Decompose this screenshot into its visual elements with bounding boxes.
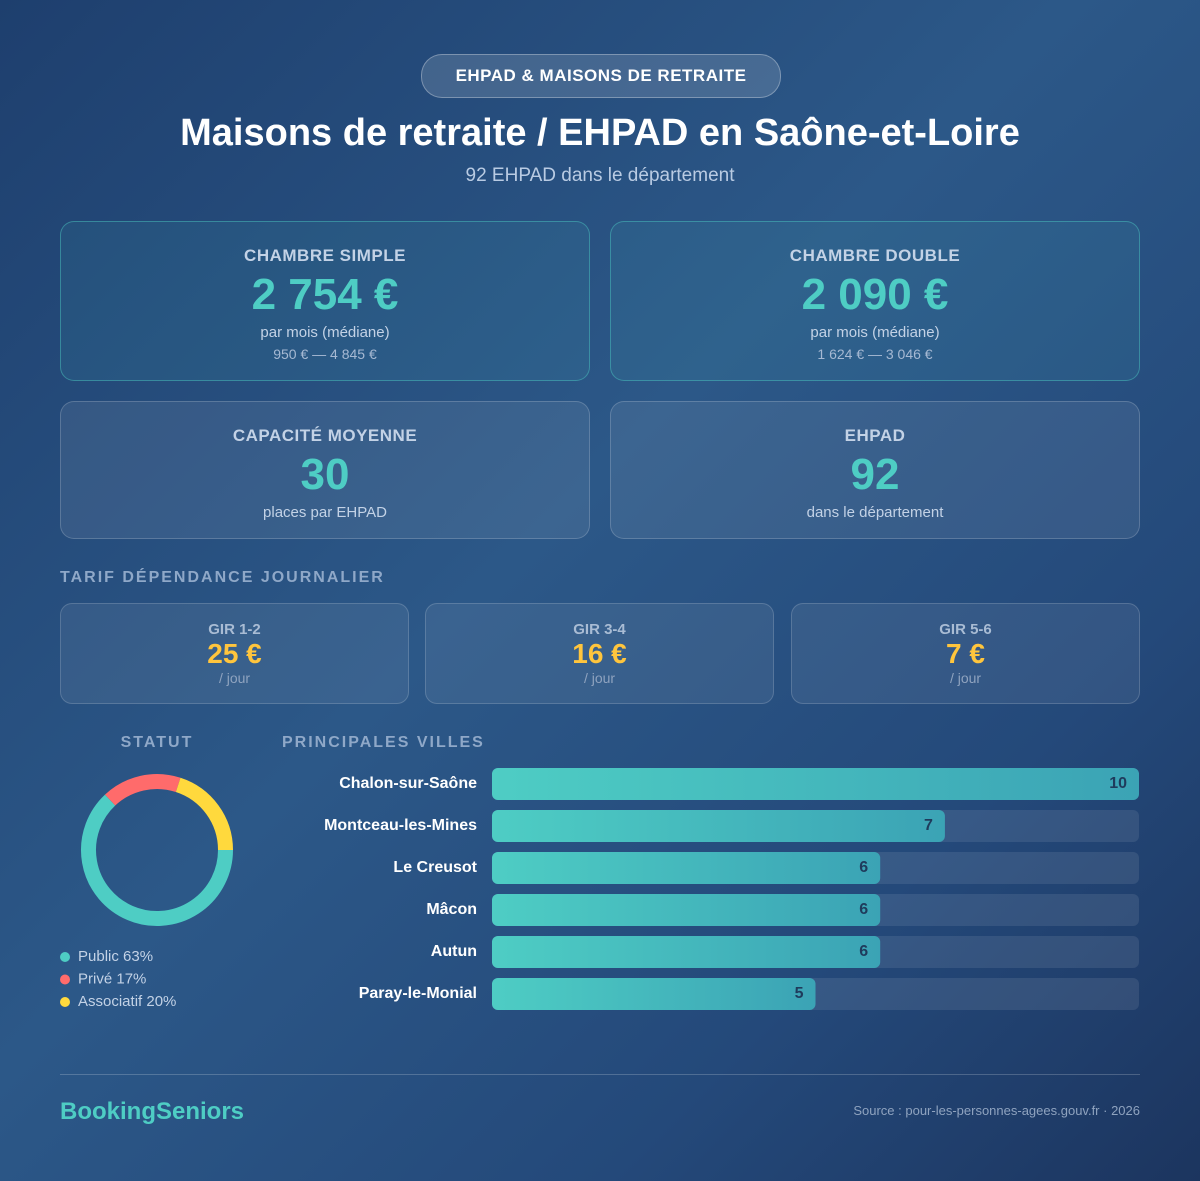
donut-segment (81, 794, 233, 926)
stat-card: EHPAD 92 dans le département (610, 401, 1140, 539)
card-value: 2 754 € (251, 270, 399, 319)
bar (492, 936, 881, 968)
bar-category: Mâcon (426, 901, 477, 918)
chart-title: STATUT (121, 734, 194, 751)
card-label: CAPACITÉ MOYENNE (232, 426, 418, 445)
bar-category: Autun (431, 943, 477, 960)
legend-dot (60, 997, 70, 1007)
legend-entry: Associatif 20% (78, 993, 176, 1010)
gir-label: GIR 5-6 (939, 621, 992, 638)
card-range: 950 € — 4 845 € (273, 346, 377, 362)
bar-category: Chalon-sur-Saône (339, 775, 477, 792)
bar-value: 6 (859, 859, 868, 876)
bar-value: 7 (924, 817, 933, 834)
brand: BookingSeniors (60, 1098, 245, 1125)
legend-entry: Public 63% (78, 948, 153, 965)
bar-value: 5 (795, 985, 804, 1002)
legend-name: Public (78, 948, 119, 965)
bar-category: Le Creusot (393, 859, 477, 876)
card-value: 2 090 € (801, 270, 949, 319)
subtitle: 92 EHPAD dans le département (465, 165, 735, 186)
card-note: par mois (médiane) (260, 324, 390, 341)
title: Maisons de retraite / EHPAD en Saône-et-… (180, 112, 1020, 154)
bar-category: Paray-le-Monial (359, 985, 477, 1002)
legend-dot (60, 974, 70, 985)
bar (492, 978, 816, 1010)
gir-unit: / jour (583, 670, 616, 686)
gir-card: GIR 3-4 16 € / jour (425, 603, 774, 704)
gir-label: GIR 3-4 (573, 621, 626, 638)
gir-value: 16 € (572, 638, 627, 669)
bar-value: 6 (859, 943, 868, 960)
legend-value: 17% (116, 970, 146, 987)
bar (492, 852, 881, 884)
card-value: 92 (850, 450, 900, 499)
badge: EHPAD & MAISONS DE RETRAITE (421, 54, 781, 98)
bar-value: 10 (1109, 775, 1127, 792)
card-label: EHPAD (844, 426, 906, 445)
footer-rule (60, 1074, 1140, 1075)
legend-dot (60, 952, 70, 962)
gir-unit: / jour (218, 670, 251, 686)
gir-value: 25 € (207, 638, 262, 669)
card-value: 30 (300, 450, 350, 499)
legend-value: 63% (123, 948, 153, 965)
card-note: places par EHPAD (263, 504, 387, 521)
bar-value: 6 (859, 901, 868, 918)
donut-segment (175, 777, 233, 851)
gir-label: GIR 1-2 (208, 621, 261, 638)
source: Source : pour-les-personnes-agees.gouv.f… (853, 1103, 1140, 1118)
card-label: CHAMBRE SIMPLE (244, 246, 406, 265)
bar (492, 894, 881, 926)
gir-card: GIR 5-6 7 € / jour (791, 603, 1140, 704)
gir-value: 7 € (946, 638, 985, 669)
bar-category: Montceau-les-Mines (324, 817, 477, 834)
stat-card: CHAMBRE DOUBLE 2 090 € par mois (médiane… (610, 221, 1140, 381)
card-range: 1 624 € — 3 046 € (817, 346, 933, 362)
legend-entry: Privé 17% (78, 970, 146, 987)
card-note: dans le département (806, 504, 944, 521)
card-note: par mois (médiane) (810, 324, 940, 341)
legend-name: Associatif (78, 993, 143, 1010)
card-label: CHAMBRE DOUBLE (789, 246, 961, 265)
gir-unit: / jour (949, 670, 982, 686)
stat-card: CAPACITÉ MOYENNE 30 places par EHPAD (60, 401, 590, 539)
chart-title: PRINCIPALES VILLES (282, 734, 485, 751)
gir-card: GIR 1-2 25 € / jour (60, 603, 409, 704)
bar (492, 768, 1139, 800)
section-title: TARIF DÉPENDANCE JOURNALIER (60, 569, 385, 586)
stat-card: CHAMBRE SIMPLE 2 754 € par mois (médiane… (60, 221, 590, 381)
donut-segment (104, 774, 181, 806)
legend-value: 20% (146, 993, 176, 1010)
legend-name: Privé (78, 970, 112, 987)
bar (492, 810, 945, 842)
